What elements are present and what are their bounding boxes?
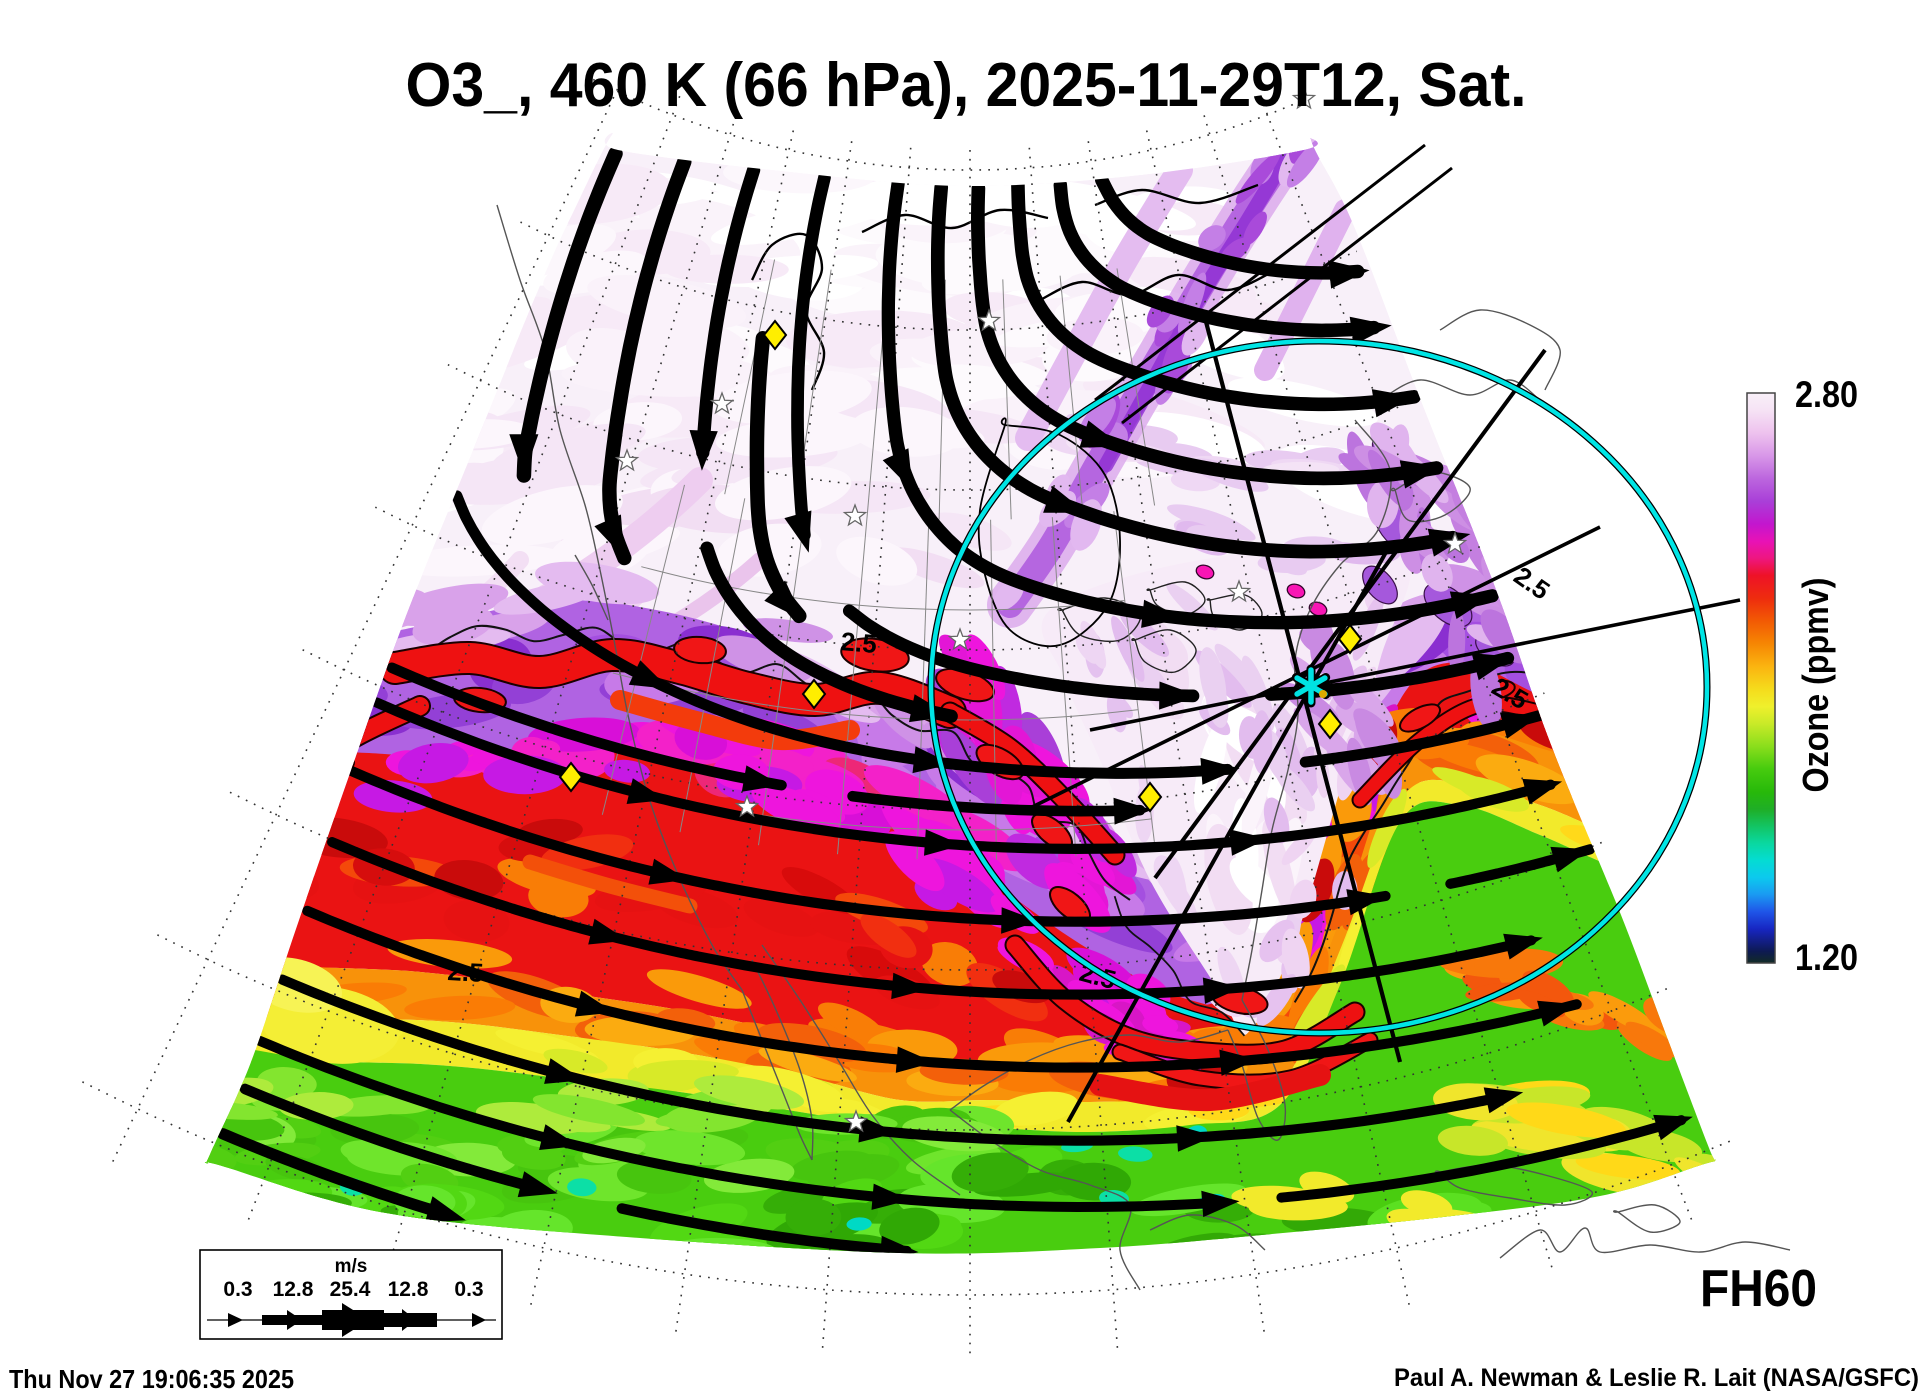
svg-text:0.3: 0.3 [454,1278,483,1301]
svg-text:O3_, 460 K (66 hPa), 2025-11-2: O3_, 460 K (66 hPa), 2025-11-29T12, Sat. [406,51,1527,120]
svg-text:0.3: 0.3 [223,1278,252,1301]
svg-text:2.5: 2.5 [839,626,878,659]
svg-text:2.80: 2.80 [1795,374,1858,415]
svg-text:m/s: m/s [335,1256,368,1277]
svg-text:FH60: FH60 [1700,1260,1817,1318]
svg-text:12.8: 12.8 [273,1278,314,1301]
svg-text:25.4: 25.4 [330,1278,371,1301]
svg-text:12.8: 12.8 [388,1278,429,1301]
svg-text:2.5: 2.5 [447,956,485,988]
svg-text:Ozone (ppmv): Ozone (ppmv) [1795,578,1836,793]
svg-text:Thu Nov 27 19:06:35 2025: Thu Nov 27 19:06:35 2025 [9,1364,294,1394]
svg-text:1.20: 1.20 [1795,937,1858,978]
svg-text:Paul A. Newman & Leslie R. Lai: Paul A. Newman & Leslie R. Lait (NASA/GS… [1394,1364,1919,1392]
